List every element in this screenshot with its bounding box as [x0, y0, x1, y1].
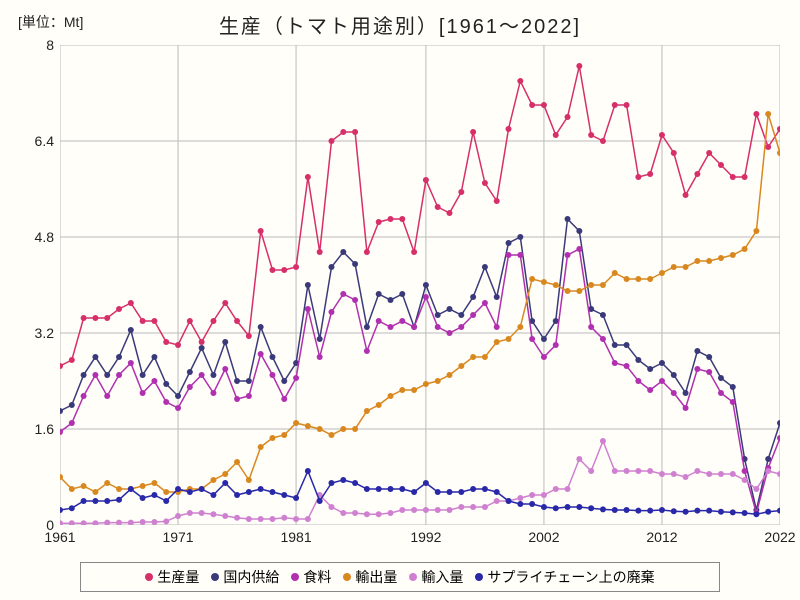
legend-item: 輸入量	[409, 567, 463, 587]
legend-label: 輸入量	[421, 567, 463, 587]
chart-title: 生産（トマト用途別）[1961～2022]	[0, 10, 800, 39]
legend-label: 輸出量	[355, 567, 397, 587]
y-tick-label: 6.4	[18, 133, 54, 149]
legend-marker	[145, 573, 153, 581]
legend-label: サプライチェーン上の廃棄	[487, 567, 654, 587]
legend-item: 国内供給	[211, 567, 279, 587]
plot-area	[60, 45, 780, 525]
legend: 生産量 国内供給 食料 輸出量 輸入量 サプライチェーン上の廃棄	[80, 562, 720, 592]
legend-item: サプライチェーン上の廃棄	[475, 567, 654, 587]
legend-marker	[409, 573, 417, 581]
legend-marker	[291, 573, 299, 581]
x-tick-label: 2012	[642, 529, 682, 545]
legend-marker	[475, 573, 483, 581]
plot-svg	[60, 45, 780, 525]
legend-marker	[343, 573, 351, 581]
legend-item: 輸出量	[343, 567, 397, 587]
y-tick-label: 1.6	[18, 421, 54, 437]
y-tick-label: 3.2	[18, 325, 54, 341]
x-tick-label: 1961	[40, 529, 80, 545]
y-tick-label: 4.8	[18, 229, 54, 245]
legend-label: 生産量	[157, 567, 199, 587]
x-tick-label: 2022	[760, 529, 800, 545]
x-tick-label: 1992	[406, 529, 446, 545]
legend-item: 生産量	[145, 567, 199, 587]
x-tick-label: 2002	[524, 529, 564, 545]
legend-item: 食料	[291, 567, 331, 587]
y-tick-label: 8	[18, 37, 54, 53]
x-tick-label: 1981	[276, 529, 316, 545]
legend-label: 食料	[303, 567, 331, 587]
chart-container: [単位：Mt] 生産（トマト用途別）[1961～2022] 01.63.24.8…	[0, 0, 800, 600]
legend-marker	[211, 573, 219, 581]
legend-label: 国内供給	[223, 567, 279, 587]
x-tick-label: 1971	[158, 529, 198, 545]
